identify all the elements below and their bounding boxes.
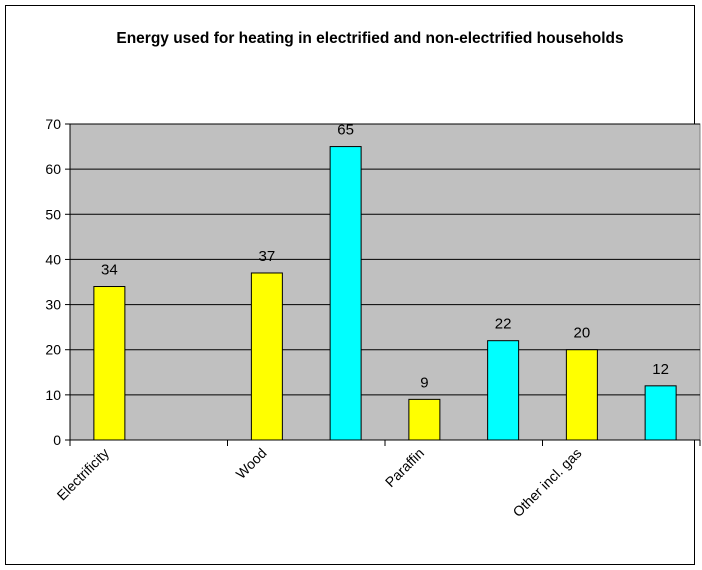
y-tick-label: 20: [45, 342, 61, 358]
bar: [408, 398, 441, 441]
plot-area: [69, 123, 701, 441]
y-tick-label: 60: [45, 161, 61, 177]
data-label: 12: [652, 361, 669, 378]
y-tick-label: 40: [45, 251, 61, 267]
y-tick-label: 70: [45, 116, 61, 132]
bar: [644, 385, 677, 441]
bar: [487, 340, 520, 441]
data-label: 9: [420, 374, 428, 391]
bar: [250, 272, 283, 441]
bar: [93, 286, 126, 441]
data-label: 65: [337, 122, 354, 139]
x-tick-label: Other incl. gas: [509, 445, 584, 520]
bar: [565, 349, 598, 441]
bar: [329, 146, 362, 441]
y-tick-label: 10: [45, 387, 61, 403]
data-label: 20: [574, 325, 591, 342]
data-label: 22: [495, 316, 512, 333]
y-tick-label: 50: [45, 206, 61, 222]
chart-title: Energy used for heating in electrified a…: [116, 30, 624, 47]
data-label: 37: [259, 248, 276, 265]
x-tick-label: Wood: [233, 445, 270, 482]
x-tick-label: Paraffin: [382, 445, 427, 490]
data-label: 34: [101, 262, 118, 279]
x-tick-label: Electrificity: [53, 445, 112, 504]
y-tick-label: 30: [45, 297, 61, 313]
y-tick-label: 0: [53, 432, 61, 448]
